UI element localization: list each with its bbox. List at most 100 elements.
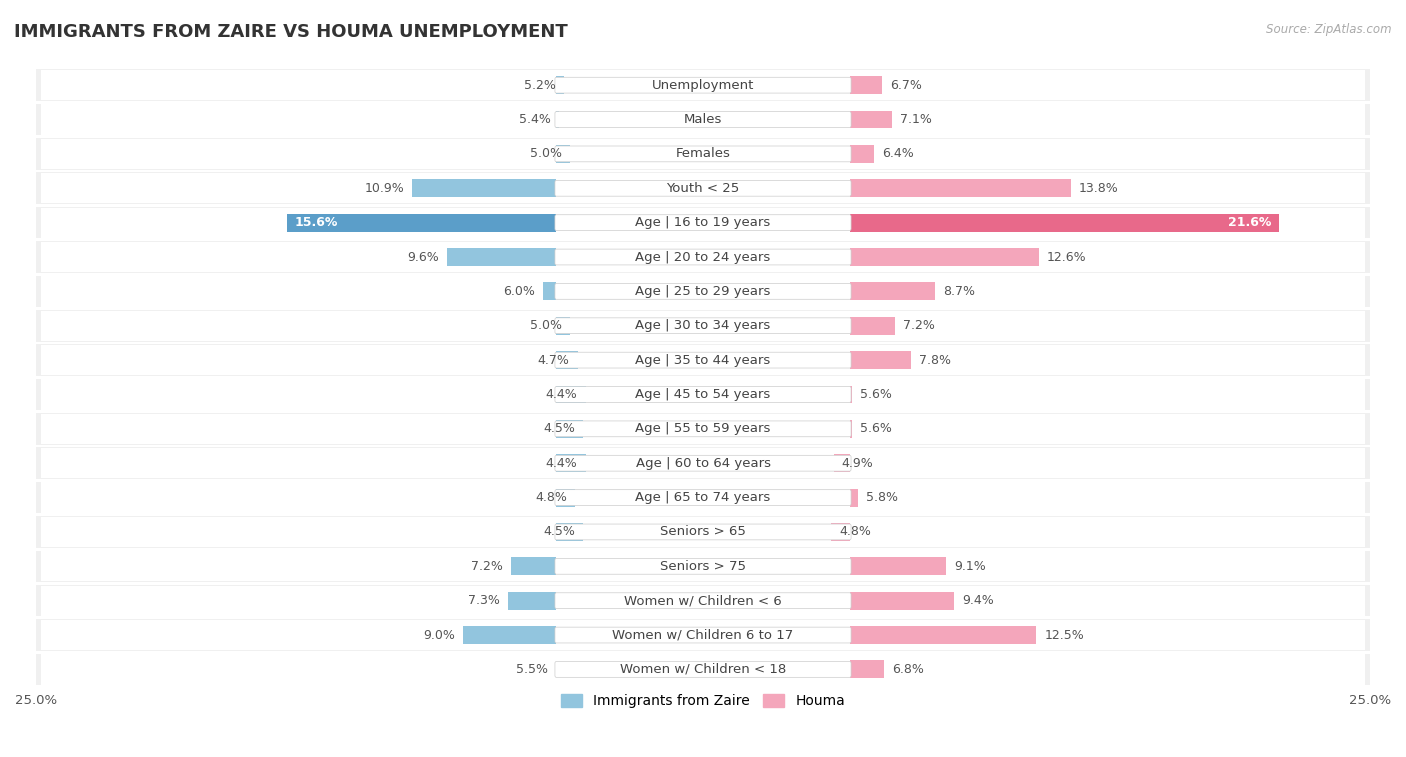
Text: 5.0%: 5.0% xyxy=(530,148,561,160)
Bar xyxy=(849,317,896,335)
Text: 4.5%: 4.5% xyxy=(543,525,575,538)
Text: Women w/ Children 6 to 17: Women w/ Children 6 to 17 xyxy=(613,628,793,641)
Text: Women w/ Children < 18: Women w/ Children < 18 xyxy=(620,663,786,676)
Text: 4.8%: 4.8% xyxy=(536,491,567,504)
Bar xyxy=(37,241,1369,273)
Bar xyxy=(557,111,560,129)
Text: 4.8%: 4.8% xyxy=(839,525,870,538)
Bar xyxy=(849,282,935,301)
Bar xyxy=(834,454,849,472)
Text: Seniors > 75: Seniors > 75 xyxy=(659,560,747,573)
Bar xyxy=(37,70,1369,101)
Bar xyxy=(41,276,1365,307)
Bar xyxy=(412,179,557,198)
Bar xyxy=(41,586,1365,615)
Bar xyxy=(287,213,557,232)
Bar xyxy=(508,592,557,609)
Bar xyxy=(557,145,569,163)
Bar xyxy=(37,585,1369,616)
Bar xyxy=(557,385,586,403)
Bar xyxy=(41,242,1365,272)
Bar xyxy=(41,345,1365,375)
Text: Age | 20 to 24 years: Age | 20 to 24 years xyxy=(636,251,770,263)
Text: 12.5%: 12.5% xyxy=(1045,628,1084,641)
Text: Source: ZipAtlas.com: Source: ZipAtlas.com xyxy=(1267,23,1392,36)
Bar xyxy=(447,248,557,266)
Bar xyxy=(41,482,1365,512)
Bar xyxy=(41,173,1365,204)
Text: Seniors > 65: Seniors > 65 xyxy=(659,525,747,538)
Bar xyxy=(37,207,1369,238)
FancyBboxPatch shape xyxy=(555,283,851,299)
Bar xyxy=(41,620,1365,650)
Bar xyxy=(37,344,1369,376)
Text: 15.6%: 15.6% xyxy=(295,217,339,229)
FancyBboxPatch shape xyxy=(555,111,851,127)
Text: 12.6%: 12.6% xyxy=(1047,251,1087,263)
Bar xyxy=(37,447,1369,479)
Text: Age | 45 to 54 years: Age | 45 to 54 years xyxy=(636,388,770,401)
Text: Age | 55 to 59 years: Age | 55 to 59 years xyxy=(636,422,770,435)
Bar xyxy=(849,385,852,403)
Text: 9.4%: 9.4% xyxy=(962,594,994,607)
Text: 7.2%: 7.2% xyxy=(471,560,503,573)
Text: 9.6%: 9.6% xyxy=(408,251,439,263)
Bar xyxy=(37,378,1369,410)
Bar xyxy=(41,310,1365,341)
Text: 9.1%: 9.1% xyxy=(953,560,986,573)
FancyBboxPatch shape xyxy=(555,662,851,678)
Bar xyxy=(557,76,564,94)
FancyBboxPatch shape xyxy=(555,180,851,196)
Text: 21.6%: 21.6% xyxy=(1227,217,1271,229)
Bar xyxy=(849,213,1279,232)
Bar xyxy=(463,626,557,644)
Text: 9.0%: 9.0% xyxy=(423,628,456,641)
Bar xyxy=(41,104,1365,135)
Text: 4.9%: 4.9% xyxy=(842,456,873,469)
FancyBboxPatch shape xyxy=(555,627,851,643)
Bar xyxy=(37,413,1369,444)
Bar xyxy=(849,111,893,129)
Bar xyxy=(37,619,1369,651)
Bar xyxy=(849,661,884,678)
FancyBboxPatch shape xyxy=(555,215,851,231)
Text: Age | 60 to 64 years: Age | 60 to 64 years xyxy=(636,456,770,469)
Text: 5.2%: 5.2% xyxy=(524,79,557,92)
Bar xyxy=(37,173,1369,204)
Text: Age | 30 to 34 years: Age | 30 to 34 years xyxy=(636,319,770,332)
Text: 4.4%: 4.4% xyxy=(546,456,578,469)
Text: 6.4%: 6.4% xyxy=(882,148,914,160)
Text: Age | 35 to 44 years: Age | 35 to 44 years xyxy=(636,354,770,366)
Text: 4.5%: 4.5% xyxy=(543,422,575,435)
FancyBboxPatch shape xyxy=(555,559,851,575)
Text: 5.4%: 5.4% xyxy=(519,113,551,126)
Bar xyxy=(41,379,1365,410)
Text: 4.4%: 4.4% xyxy=(546,388,578,401)
Legend: Immigrants from Zaire, Houma: Immigrants from Zaire, Houma xyxy=(555,689,851,714)
Text: 5.0%: 5.0% xyxy=(530,319,561,332)
Text: Age | 16 to 19 years: Age | 16 to 19 years xyxy=(636,217,770,229)
Text: 6.7%: 6.7% xyxy=(890,79,921,92)
Text: IMMIGRANTS FROM ZAIRE VS HOUMA UNEMPLOYMENT: IMMIGRANTS FROM ZAIRE VS HOUMA UNEMPLOYM… xyxy=(14,23,568,41)
FancyBboxPatch shape xyxy=(555,146,851,162)
Bar xyxy=(557,420,583,438)
Bar xyxy=(510,557,557,575)
FancyBboxPatch shape xyxy=(555,490,851,506)
Bar xyxy=(849,626,1036,644)
FancyBboxPatch shape xyxy=(555,77,851,93)
Bar xyxy=(557,317,569,335)
Bar xyxy=(849,420,852,438)
Text: 8.7%: 8.7% xyxy=(943,285,976,298)
Bar xyxy=(557,523,583,541)
Bar xyxy=(37,138,1369,170)
Bar xyxy=(41,551,1365,581)
Bar xyxy=(849,248,1039,266)
Text: Youth < 25: Youth < 25 xyxy=(666,182,740,195)
Text: Age | 25 to 29 years: Age | 25 to 29 years xyxy=(636,285,770,298)
Bar xyxy=(37,104,1369,136)
FancyBboxPatch shape xyxy=(555,387,851,403)
Bar xyxy=(543,282,557,301)
Text: 13.8%: 13.8% xyxy=(1080,182,1119,195)
Bar xyxy=(557,454,586,472)
Text: 7.8%: 7.8% xyxy=(920,354,950,366)
